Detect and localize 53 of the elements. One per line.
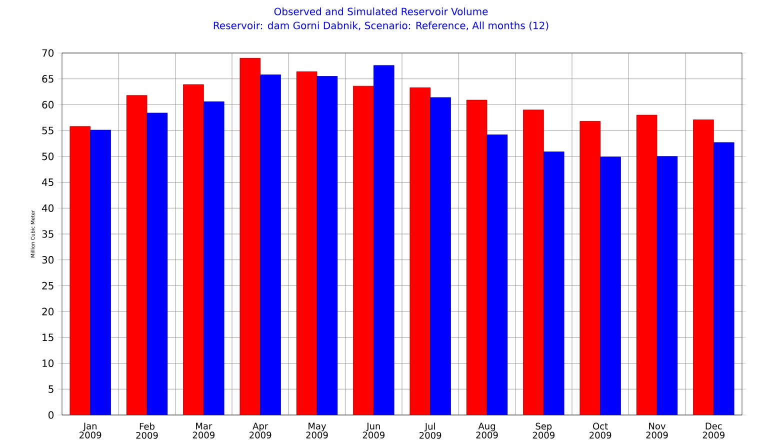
y-tick-label: 15 bbox=[42, 334, 54, 342]
bar bbox=[260, 74, 281, 415]
y-tick-label: 25 bbox=[42, 282, 54, 290]
y-tick-label: 45 bbox=[42, 178, 54, 186]
y-tick-label: 20 bbox=[42, 308, 54, 316]
chart-title: Observed and Simulated Reservoir Volume bbox=[274, 8, 488, 16]
bar bbox=[693, 120, 714, 415]
y-tick-label: 70 bbox=[42, 49, 54, 57]
x-tick-label: Jun 2009 bbox=[362, 422, 384, 438]
bar bbox=[656, 156, 678, 415]
bar bbox=[600, 156, 621, 415]
y-tick-label: 35 bbox=[42, 230, 54, 238]
y-tick-label: 60 bbox=[42, 100, 54, 108]
bar bbox=[466, 100, 488, 415]
bar bbox=[430, 97, 451, 415]
x-tick-label: Jan 2009 bbox=[80, 422, 102, 438]
bar bbox=[636, 114, 658, 415]
y-tick-label: 0 bbox=[48, 411, 54, 419]
x-tick-label: Feb 2009 bbox=[136, 422, 158, 439]
bar bbox=[410, 87, 431, 415]
bar bbox=[543, 152, 564, 415]
bar bbox=[70, 126, 91, 415]
y-tick-label: 5 bbox=[48, 385, 54, 393]
chart-subtitle: Reservoir: dam Gorni Dabnik, Scenario: Reference, All months (12) bbox=[214, 22, 548, 30]
bar bbox=[90, 130, 111, 415]
bar bbox=[203, 101, 224, 415]
bar bbox=[580, 121, 601, 415]
bar bbox=[240, 58, 261, 415]
bar bbox=[296, 71, 318, 415]
x-tick-label: Jul 2009 bbox=[420, 422, 442, 439]
x-tick-label: Sep 2009 bbox=[532, 422, 554, 439]
x-tick-label: Aug 2009 bbox=[476, 422, 498, 438]
y-tick-label: 55 bbox=[42, 126, 54, 134]
y-tick-label: 30 bbox=[42, 256, 54, 264]
x-tick-label: Apr 2009 bbox=[250, 422, 272, 438]
bar bbox=[523, 110, 544, 415]
y-tick-label: 40 bbox=[42, 204, 54, 212]
bar bbox=[316, 76, 338, 415]
bar bbox=[486, 134, 508, 415]
y-tick-label: 10 bbox=[42, 359, 54, 368]
x-tick-label: Oct 2009 bbox=[590, 422, 612, 439]
bar bbox=[373, 65, 394, 415]
x-tick-label: Nov 2009 bbox=[646, 422, 668, 438]
bar bbox=[713, 142, 734, 415]
x-tick-label: Mar 2009 bbox=[192, 422, 214, 438]
x-tick-label: May 2009 bbox=[306, 422, 328, 438]
bar bbox=[126, 95, 148, 415]
bar bbox=[146, 112, 168, 415]
y-tick-label: 50 bbox=[42, 152, 54, 160]
x-tick-label: Dec 2009 bbox=[702, 422, 724, 438]
bar bbox=[183, 84, 204, 415]
bar bbox=[353, 86, 374, 415]
y-tick-label: 65 bbox=[42, 75, 54, 83]
